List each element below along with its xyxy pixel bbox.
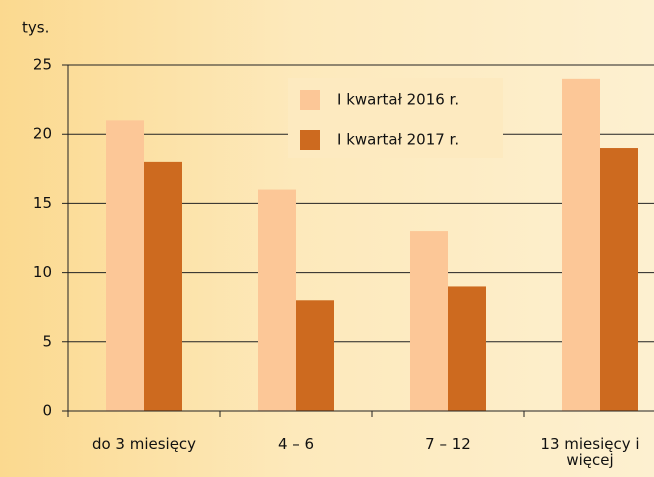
x-tick-label: do 3 miesięcy bbox=[91, 435, 197, 453]
y-tick-label: 5 bbox=[42, 332, 52, 350]
legend-swatch bbox=[300, 90, 320, 110]
y-tick-label: 0 bbox=[42, 402, 52, 420]
bar bbox=[258, 189, 296, 411]
y-axis-label: tys. bbox=[22, 19, 49, 37]
x-tick-label: 13 miesięcy i więcej bbox=[540, 435, 640, 469]
bar bbox=[448, 286, 486, 411]
bar bbox=[562, 78, 600, 411]
bar bbox=[296, 300, 334, 411]
legend-swatch bbox=[300, 130, 320, 150]
bar bbox=[106, 120, 144, 412]
bar bbox=[144, 161, 182, 411]
y-tick-label: 15 bbox=[33, 194, 52, 212]
legend-box bbox=[288, 78, 503, 158]
y-tick-label: 10 bbox=[33, 263, 52, 281]
y-tick-label: 25 bbox=[33, 56, 52, 74]
bar bbox=[600, 148, 638, 412]
x-tick-label: 7 – 12 bbox=[425, 435, 471, 453]
y-tick-label: 20 bbox=[33, 125, 52, 143]
legend-label: I kwartał 2016 r. bbox=[337, 91, 459, 109]
bar bbox=[410, 231, 448, 411]
legend-label: I kwartał 2017 r. bbox=[337, 131, 459, 149]
x-tick-label: 4 – 6 bbox=[277, 435, 315, 453]
